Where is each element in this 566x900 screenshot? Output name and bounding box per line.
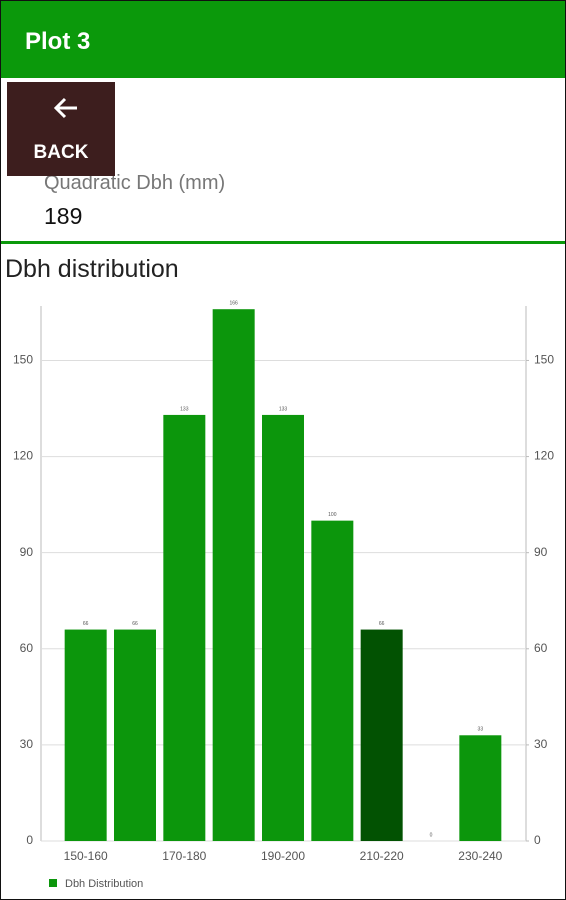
legend-label: Dbh Distribution xyxy=(65,878,143,890)
y2-tick-label: 120 xyxy=(534,449,554,463)
back-label: BACK xyxy=(33,142,89,163)
x-tick-label: 230-240 xyxy=(458,849,502,863)
data-label: 133 xyxy=(180,406,189,412)
data-label: 66 xyxy=(379,621,385,627)
x-tick-label: 190-200 xyxy=(261,849,305,863)
data-label: 100 xyxy=(328,512,337,518)
data-label: 166 xyxy=(229,301,238,307)
app-bar: Plot 3 xyxy=(1,1,565,78)
bar xyxy=(311,520,354,841)
bar xyxy=(64,629,107,841)
x-tick-label: 150-160 xyxy=(64,849,108,863)
data-label: 133 xyxy=(279,406,288,412)
divider xyxy=(1,241,565,244)
bar xyxy=(163,414,206,841)
y-tick-label: 60 xyxy=(20,641,34,655)
y2-tick-label: 90 xyxy=(534,545,548,559)
bar xyxy=(212,309,255,841)
y-tick-label: 120 xyxy=(13,449,33,463)
data-label: 66 xyxy=(132,621,138,627)
y2-tick-label: 150 xyxy=(534,353,554,367)
bar xyxy=(360,629,403,841)
back-button[interactable]: BACK xyxy=(7,82,115,176)
bar xyxy=(114,629,156,841)
bar xyxy=(262,414,304,841)
y-tick-label: 0 xyxy=(26,833,33,847)
y-tick-label: 30 xyxy=(20,737,34,751)
legend-swatch xyxy=(49,879,57,887)
header-title: Plot 3 xyxy=(25,28,91,55)
y2-tick-label: 0 xyxy=(534,833,541,847)
y2-tick-label: 60 xyxy=(534,641,548,655)
data-label: 0 xyxy=(430,832,433,838)
y2-tick-label: 30 xyxy=(534,737,548,751)
bar xyxy=(459,735,502,841)
x-tick-label: 210-220 xyxy=(360,849,404,863)
section-title: Dbh distribution xyxy=(5,255,179,283)
y-tick-label: 150 xyxy=(13,353,33,367)
data-label: 66 xyxy=(83,621,89,627)
x-tick-label: 170-180 xyxy=(162,849,206,863)
y-tick-label: 90 xyxy=(20,545,34,559)
back-arrow xyxy=(53,97,77,119)
stat-label: Quadratic Dbh (mm) xyxy=(44,172,226,194)
data-label: 33 xyxy=(478,727,484,733)
stat-value: 189 xyxy=(44,203,83,229)
